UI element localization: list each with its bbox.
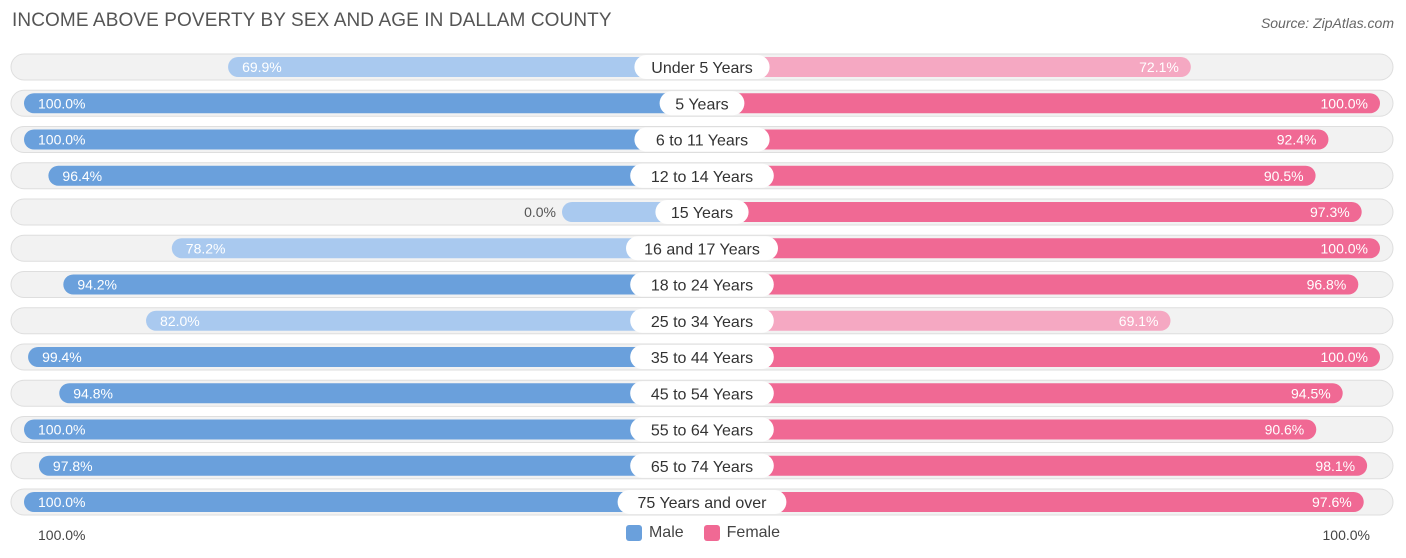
chart-canvas: 69.9% 72.1% Under 5 Years 100.0% 100.0% 5 Yea… xyxy=(10,53,1394,516)
male-bar[interactable] xyxy=(24,93,702,114)
male-bar[interactable] xyxy=(171,238,702,259)
male-bar[interactable] xyxy=(28,347,703,367)
category-label: 15 Years xyxy=(671,205,733,222)
female-value-label: 100.0% xyxy=(1321,95,1368,111)
male-value-label: 94.8% xyxy=(73,385,113,401)
category-pill xyxy=(630,453,774,478)
category-label: 18 to 24 Years xyxy=(651,278,753,295)
female-value-label: 98.1% xyxy=(1315,458,1355,474)
male-swatch xyxy=(625,525,642,541)
category-label: 65 to 74 Years xyxy=(651,459,753,476)
category-pill xyxy=(630,308,774,333)
legend: Male Female xyxy=(0,524,1406,542)
female-bar[interactable] xyxy=(702,57,1191,77)
male-value-label: 100.0% xyxy=(38,132,85,148)
legend-item-male[interactable]: Male xyxy=(625,524,684,542)
female-bar[interactable] xyxy=(702,274,1359,295)
male-bar[interactable] xyxy=(38,455,702,476)
male-value-label: 82.0% xyxy=(160,313,200,329)
category-label: 5 Years xyxy=(675,96,728,113)
category-label: 25 to 34 Years xyxy=(651,314,753,331)
category-pill xyxy=(659,91,745,116)
male-bar[interactable] xyxy=(48,165,702,186)
female-value-label: 97.3% xyxy=(1310,204,1350,220)
female-bar[interactable] xyxy=(702,419,1317,440)
male-value-label: 100.0% xyxy=(38,422,85,438)
female-bar[interactable] xyxy=(702,165,1316,186)
male-value-label: 96.4% xyxy=(62,168,102,184)
male-value-label: 0.0% xyxy=(524,204,556,220)
category-pill xyxy=(634,55,770,79)
category-pill xyxy=(630,163,774,188)
category-pill xyxy=(617,490,787,514)
axis-left-label: 100.0% xyxy=(38,527,86,543)
category-pill xyxy=(634,127,770,152)
male-bar[interactable] xyxy=(24,419,702,440)
female-value-label: 96.8% xyxy=(1307,277,1347,293)
legend-item-female[interactable]: Female xyxy=(703,524,781,542)
female-bar[interactable] xyxy=(702,202,1362,222)
female-bar[interactable] xyxy=(702,310,1171,331)
category-label: 16 and 17 Years xyxy=(644,241,760,258)
male-bar[interactable] xyxy=(228,57,702,77)
male-bar[interactable] xyxy=(24,129,702,150)
category-pill xyxy=(630,345,774,369)
female-bar[interactable] xyxy=(702,455,1368,476)
male-bar[interactable] xyxy=(63,274,703,295)
female-bar[interactable] xyxy=(702,93,1380,114)
male-bar[interactable] xyxy=(59,383,703,404)
category-label: 6 to 11 Years xyxy=(656,133,748,150)
category-pill xyxy=(626,236,778,261)
male-value-label: 97.8% xyxy=(53,458,93,474)
female-value-label: 97.6% xyxy=(1312,494,1352,510)
legend-female-label: Female xyxy=(726,524,781,541)
category-label: 12 to 14 Years xyxy=(651,169,753,186)
category-pill xyxy=(630,272,774,297)
female-bar[interactable] xyxy=(702,492,1364,512)
source-label: Source: ZipAtlas.com xyxy=(1260,15,1394,31)
category-label: 45 to 54 Years xyxy=(651,386,753,403)
category-pill xyxy=(630,417,774,442)
female-value-label: 100.0% xyxy=(1321,240,1368,256)
female-swatch xyxy=(703,525,720,541)
male-bar[interactable] xyxy=(146,310,703,331)
legend-male-label: Male xyxy=(648,524,684,541)
female-bar[interactable] xyxy=(702,347,1380,367)
female-value-label: 90.5% xyxy=(1264,168,1304,184)
category-label: 75 Years and over xyxy=(638,495,768,512)
category-label: 35 to 44 Years xyxy=(651,350,753,367)
female-bar[interactable] xyxy=(702,129,1329,150)
male-value-label: 100.0% xyxy=(38,95,85,111)
chart-title: INCOME ABOVE POVERTY BY SEX AND AGE IN D… xyxy=(12,10,612,31)
male-value-label: 94.2% xyxy=(77,277,117,293)
female-value-label: 69.1% xyxy=(1119,313,1159,329)
category-label: 55 to 64 Years xyxy=(651,423,753,440)
category-label: Under 5 Years xyxy=(651,60,752,77)
female-value-label: 72.1% xyxy=(1139,59,1179,75)
male-value-label: 69.9% xyxy=(242,59,282,75)
male-value-label: 99.4% xyxy=(42,349,82,365)
category-pill xyxy=(630,381,774,406)
female-value-label: 100.0% xyxy=(1321,349,1368,365)
female-bar[interactable] xyxy=(702,383,1343,404)
male-bar[interactable] xyxy=(24,492,702,512)
female-value-label: 92.4% xyxy=(1277,132,1317,148)
category-pill xyxy=(655,200,749,224)
female-value-label: 94.5% xyxy=(1291,385,1331,401)
male-value-label: 100.0% xyxy=(38,494,85,510)
axis-right-label: 100.0% xyxy=(1322,527,1370,543)
female-bar[interactable] xyxy=(702,238,1380,259)
female-value-label: 90.6% xyxy=(1265,422,1305,438)
male-value-label: 78.2% xyxy=(186,240,226,256)
